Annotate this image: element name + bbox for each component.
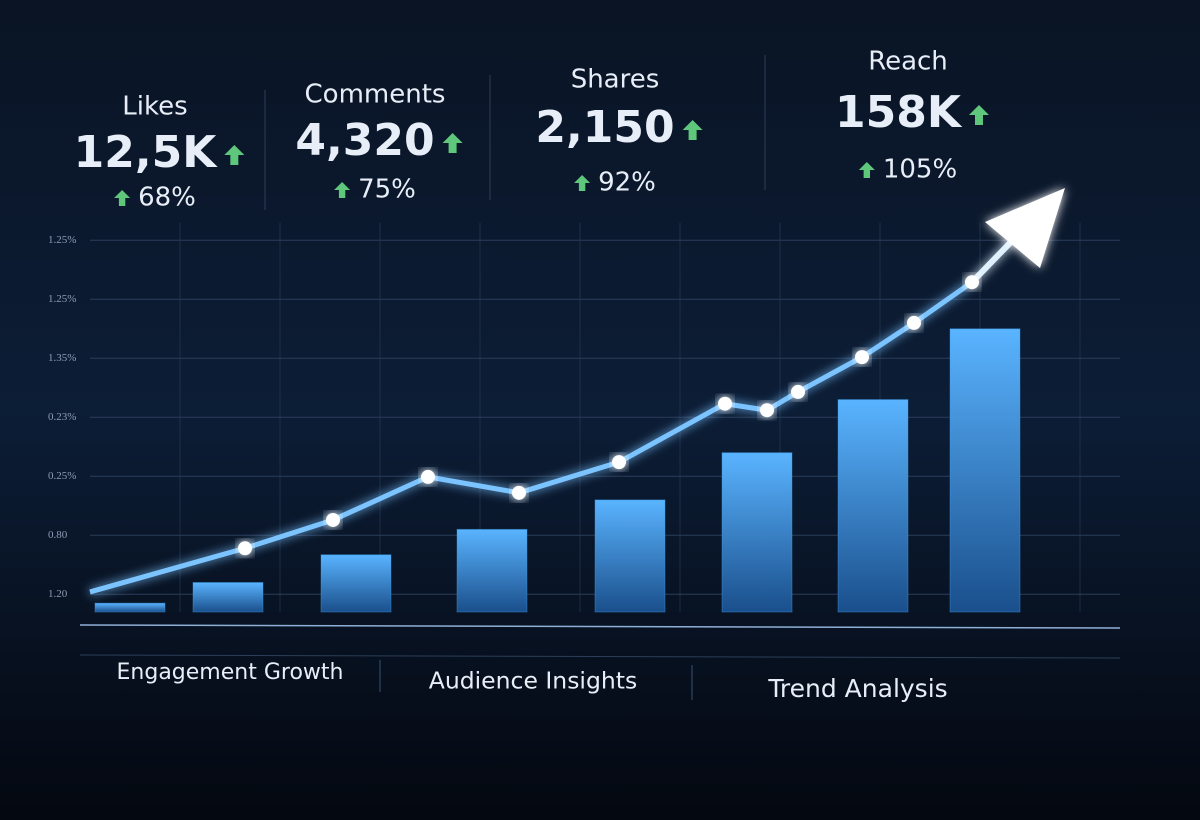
up-arrow-icon: [442, 133, 463, 153]
y-tick-label: 1.25%: [48, 234, 76, 246]
kpi-value: 4,320: [295, 115, 434, 166]
y-tick-label: 0.25%: [48, 470, 76, 482]
bar: [949, 328, 1021, 613]
tab[interactable]: Audience Insights: [429, 667, 637, 695]
bar: [192, 582, 264, 613]
up-arrow-icon: [224, 145, 245, 165]
point: [718, 396, 732, 411]
bar: [456, 528, 528, 613]
point: [326, 512, 340, 527]
kpi-label: Reach: [868, 47, 948, 77]
up-arrow-icon: [114, 190, 131, 206]
point: [760, 403, 774, 418]
kpi-row: Likes 12,5K 68% Comments 4,320 75% Shares 2,150…: [74, 47, 989, 213]
point: [907, 315, 921, 330]
point: [612, 455, 626, 470]
kpi-value: 2,150: [535, 102, 674, 153]
kpi-value: 12,5K: [74, 127, 219, 178]
point: [965, 275, 979, 290]
kpi-change: 92%: [598, 168, 656, 198]
point: [855, 350, 869, 365]
bar: [837, 399, 909, 613]
divider: [79, 654, 1121, 659]
trend-line: [89, 280, 974, 595]
up-arrow-icon: [858, 162, 875, 178]
y-tick-label: 0.23%: [48, 411, 76, 423]
bar: [320, 554, 392, 613]
kpi-change: 68%: [138, 183, 196, 213]
point: [791, 384, 805, 399]
trend-arrowhead: [985, 188, 1065, 268]
kpi-label: Comments: [305, 80, 446, 110]
bar: [94, 602, 166, 613]
bar: [721, 452, 793, 613]
tab[interactable]: Trend Analysis: [767, 674, 947, 703]
up-arrow-icon: [574, 175, 591, 191]
up-arrow-icon: [682, 120, 703, 140]
point: [512, 485, 526, 500]
point: [238, 541, 252, 556]
kpi-change: 75%: [358, 175, 416, 205]
y-tick-label: 0.80: [48, 529, 68, 541]
bar: [594, 499, 666, 613]
axis-line: [79, 624, 1121, 629]
kpi-change: 105%: [883, 155, 957, 185]
tab[interactable]: Engagement Growth: [117, 660, 344, 685]
up-arrow-icon: [968, 105, 989, 125]
kpi-value: 158K: [835, 87, 963, 138]
y-tick-label: 1.35%: [48, 352, 76, 364]
up-arrow-icon: [334, 182, 351, 198]
y-tick-label: 1.25%: [48, 293, 76, 305]
kpi-label: Shares: [571, 65, 660, 95]
tab-bar: Engagement Growth Audience Insights Trend …: [117, 660, 948, 703]
point: [421, 469, 435, 484]
chart: 1.20 0.80 0.25% 0.23% 1.35% 1.25% 1.25%: [48, 188, 1120, 613]
y-tick-label: 1.20: [48, 588, 68, 600]
kpi-label: Likes: [122, 92, 187, 122]
